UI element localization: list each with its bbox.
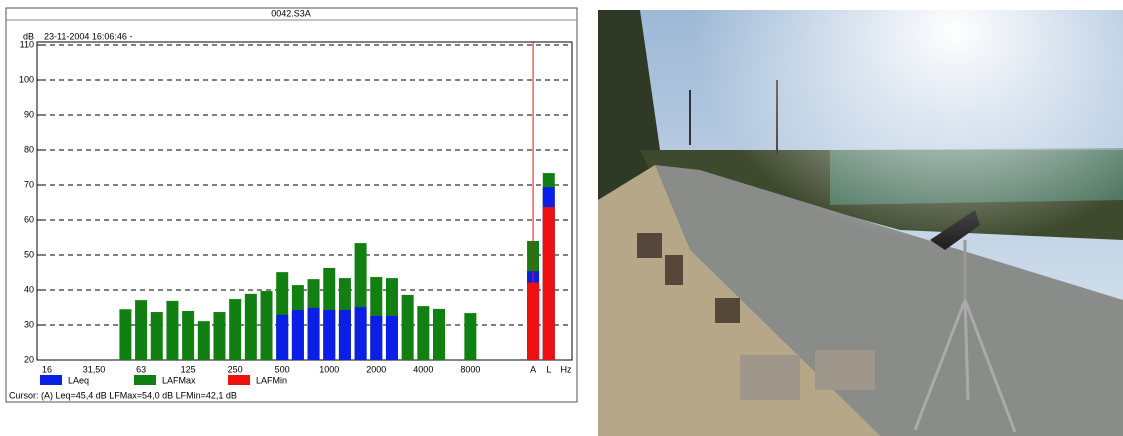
y-tick-label: 90 xyxy=(24,109,34,119)
x-tick-label: 125 xyxy=(181,364,196,374)
photo xyxy=(598,10,1123,436)
x-tick-label: 8000 xyxy=(460,364,480,374)
screen: 0042.S3A dB 23-11-2004 16:06:46 - Cursor… xyxy=(0,0,1123,436)
subtitle: 23-11-2004 16:06:46 - xyxy=(44,31,132,41)
y-tick-label: 30 xyxy=(24,319,34,329)
legend-label: LAFMin xyxy=(256,375,287,385)
bar xyxy=(292,310,304,360)
x-tick-label: 31,50 xyxy=(83,364,106,374)
bar xyxy=(339,310,351,360)
x-tick-label: A xyxy=(530,364,536,374)
bar xyxy=(355,307,367,360)
bar xyxy=(323,310,335,360)
bar xyxy=(433,309,445,360)
bar xyxy=(308,308,320,360)
bar xyxy=(166,301,178,360)
x-tick-label: L xyxy=(546,364,551,374)
x-tick-label: 250 xyxy=(228,364,243,374)
bar xyxy=(464,313,476,360)
bar xyxy=(261,291,273,360)
legend-swatch xyxy=(228,375,250,385)
chart-title: 0042.S3A xyxy=(271,8,311,18)
x-tick-label: 63 xyxy=(136,364,146,374)
bar xyxy=(402,295,414,360)
y-tick-label: 70 xyxy=(24,179,34,189)
bar xyxy=(151,312,163,360)
y-tick-label: 110 xyxy=(20,39,34,49)
x-tick-label: 16 xyxy=(42,364,52,374)
bar xyxy=(198,321,210,360)
bar xyxy=(276,315,288,360)
bar xyxy=(229,299,241,360)
y-tick-label: 60 xyxy=(24,214,34,224)
bar xyxy=(135,300,147,360)
legend-swatch xyxy=(40,375,62,385)
bar xyxy=(543,207,555,360)
bar xyxy=(213,312,225,360)
y-tick-label: 50 xyxy=(24,249,34,259)
page: 0042.S3A dB 23-11-2004 16:06:46 - Cursor… xyxy=(0,0,1123,436)
bar xyxy=(119,309,131,360)
y-tick-label: 40 xyxy=(24,284,34,294)
chart-frame xyxy=(6,8,577,402)
legend-label: LAeq xyxy=(68,375,89,385)
legend-label: LAFMax xyxy=(162,375,196,385)
cursor-readout: Cursor: (A) Leq=45,4 dB LFMax=54,0 dB LF… xyxy=(9,390,237,400)
y-tick-label: 100 xyxy=(19,74,34,84)
x-unit: Hz xyxy=(561,364,572,374)
bar xyxy=(386,316,398,360)
bar xyxy=(370,316,382,360)
bar xyxy=(417,306,429,360)
x-tick-label: 4000 xyxy=(413,364,433,374)
x-tick-label: 1000 xyxy=(319,364,339,374)
y-tick-label: 20 xyxy=(24,354,34,364)
x-tick-label: 500 xyxy=(275,364,290,374)
bar xyxy=(182,311,194,360)
legend-swatch xyxy=(134,375,156,385)
x-tick-label: 2000 xyxy=(366,364,386,374)
y-tick-label: 80 xyxy=(24,144,34,154)
bar xyxy=(245,294,257,360)
